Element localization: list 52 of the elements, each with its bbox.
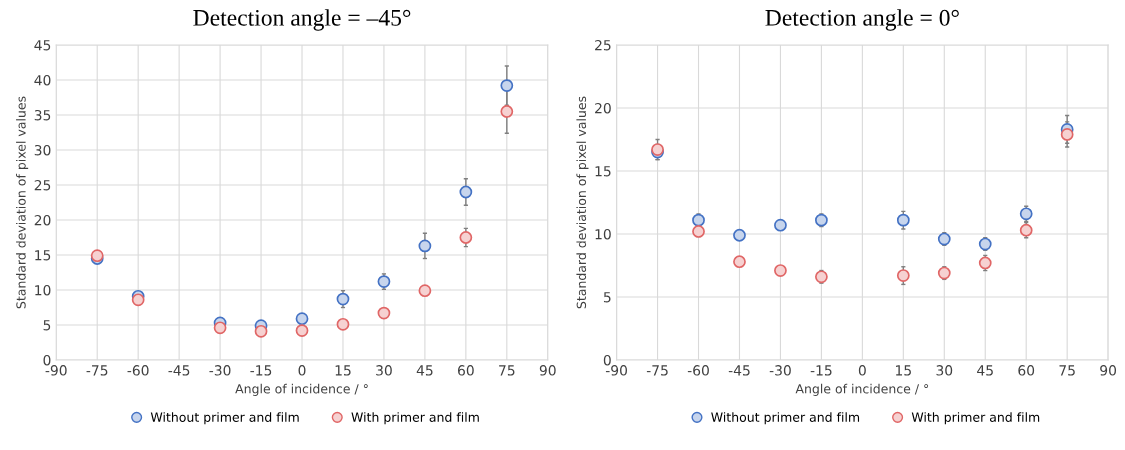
x-tick-label: -15 — [250, 365, 272, 376]
y-tick-label: 35 — [34, 109, 51, 121]
x-tick-label: -15 — [810, 365, 832, 376]
y-tick-label: 10 — [595, 228, 611, 240]
x-axis-title: Angle of incidence / ° — [235, 383, 368, 396]
x-tick-label: -45 — [168, 365, 190, 376]
chart-title: Detection angle = 0° — [765, 9, 959, 31]
x-tick-label: 0 — [858, 365, 866, 376]
x-tick-label: 90 — [539, 365, 556, 376]
x-tick-label: -75 — [86, 365, 108, 376]
y-tick-label: 15 — [35, 250, 51, 261]
x-tick-label: -90 — [45, 365, 67, 376]
legend-label: With primer and film — [911, 412, 1040, 425]
x-tick-label: 30 — [376, 365, 392, 376]
x-tick-label: 75 — [1059, 365, 1075, 376]
chart-title: Detection angle = –45° — [193, 9, 411, 31]
x-tick-label: 90 — [1100, 365, 1117, 376]
y-tick-label: 5 — [603, 292, 611, 303]
y-axis-title: Standard deviation of pixel values — [16, 96, 29, 309]
y-tick-label: 45 — [34, 40, 51, 51]
y-tick-label: 20 — [34, 214, 51, 226]
x-tick-label: -45 — [728, 365, 750, 376]
y-tick-label: 25 — [34, 179, 51, 191]
x-tick-label: 15 — [335, 365, 351, 376]
y-tick-label: 5 — [43, 320, 51, 331]
x-tick-label: -30 — [769, 365, 791, 376]
x-tick-label: 45 — [977, 365, 993, 376]
x-tick-label: -60 — [127, 365, 149, 376]
legend-label: With primer and film — [351, 412, 479, 425]
y-tick-label: 0 — [603, 354, 611, 366]
x-tick-label: 60 — [1018, 365, 1035, 376]
legend-label: Without primer and film — [150, 412, 299, 425]
y-tick-label: 0 — [43, 354, 51, 366]
x-tick-label: 45 — [416, 365, 433, 376]
y-tick-label: 30 — [34, 144, 51, 156]
x-tick-label: -60 — [687, 365, 709, 376]
y-tick-label: 10 — [35, 284, 51, 296]
y-tick-label: 20 — [595, 102, 611, 114]
x-tick-label: -30 — [209, 365, 231, 376]
y-tick-label: 15 — [595, 166, 611, 177]
x-tick-label: -75 — [646, 365, 668, 376]
x-tick-label: 15 — [896, 365, 911, 376]
x-tick-label: 75 — [499, 365, 515, 376]
x-tick-label: -90 — [605, 365, 628, 376]
y-axis-title: Standard deviation of pixel values — [576, 96, 589, 309]
x-tick-label: 0 — [298, 365, 306, 376]
y-tick-label: 40 — [34, 74, 51, 86]
x-tick-label: 60 — [457, 365, 474, 376]
x-tick-label: 30 — [936, 365, 953, 376]
legend-label: Without primer and film — [711, 412, 860, 425]
x-axis-title: Angle of incidence / ° — [795, 383, 929, 396]
y-tick-label: 25 — [595, 39, 611, 51]
